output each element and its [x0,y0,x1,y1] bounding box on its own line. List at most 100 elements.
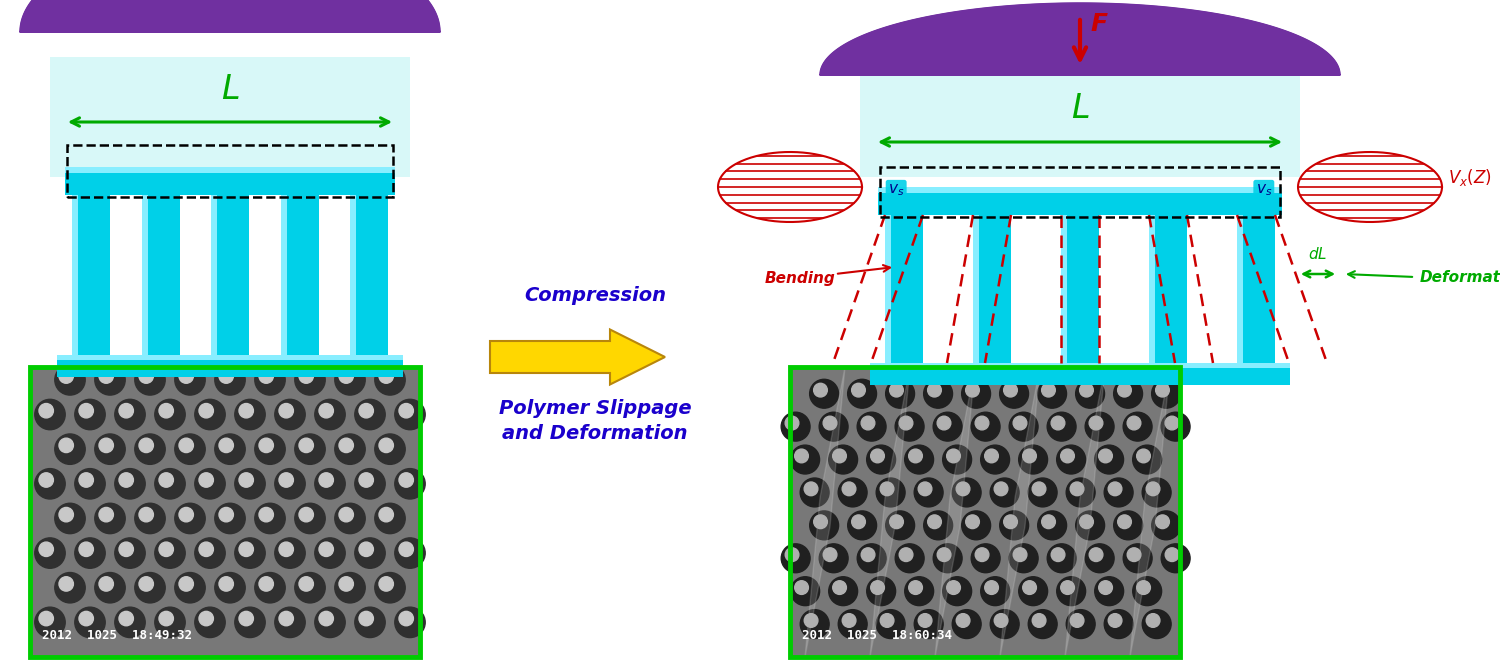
Circle shape [118,612,134,626]
Circle shape [795,449,808,463]
Circle shape [975,416,988,430]
Circle shape [260,438,273,453]
Bar [72,195,110,355]
Circle shape [214,434,244,464]
Circle shape [200,473,213,487]
Circle shape [358,542,374,556]
Circle shape [1066,478,1095,507]
Bar [790,367,1180,657]
Circle shape [236,469,266,499]
Circle shape [1104,478,1132,507]
Circle shape [159,612,174,626]
Circle shape [839,478,867,507]
Circle shape [800,610,830,638]
Circle shape [298,508,314,522]
Circle shape [970,412,1000,441]
Text: Deformation: Deformation [1420,269,1500,285]
Circle shape [847,511,876,540]
Circle shape [39,542,54,556]
Circle shape [339,438,354,453]
Circle shape [1038,380,1066,408]
Bar [1060,215,1066,363]
Circle shape [399,542,414,556]
Circle shape [274,607,304,638]
Circle shape [924,380,952,408]
Circle shape [380,438,393,453]
Circle shape [214,503,244,534]
Circle shape [1010,544,1038,573]
Circle shape [58,508,74,522]
Circle shape [1028,610,1057,638]
Text: $dL$: $dL$ [1308,246,1328,262]
Circle shape [260,508,273,522]
Circle shape [1126,416,1142,430]
Bar [790,367,1180,657]
Circle shape [876,478,904,507]
Circle shape [1010,412,1038,441]
Circle shape [828,577,858,606]
Circle shape [975,548,988,562]
Circle shape [804,614,818,628]
Circle shape [1113,380,1143,408]
Circle shape [810,380,838,408]
Circle shape [1028,478,1057,507]
Circle shape [238,542,254,556]
Circle shape [118,542,134,556]
Circle shape [833,449,846,463]
Circle shape [154,607,184,638]
Bar [878,187,1282,193]
Circle shape [75,607,105,638]
Circle shape [58,369,74,384]
Bar [974,215,1011,363]
Circle shape [195,469,225,499]
Circle shape [140,438,153,453]
Circle shape [867,577,895,606]
Polygon shape [806,367,844,657]
Circle shape [255,503,285,534]
Circle shape [966,384,980,397]
Circle shape [870,581,885,594]
Bar [30,367,420,657]
Circle shape [885,511,915,540]
Circle shape [34,469,64,499]
Bar [64,167,395,173]
Circle shape [819,412,848,441]
Circle shape [1142,478,1172,507]
Circle shape [782,412,810,441]
Circle shape [810,511,838,540]
Circle shape [914,478,944,507]
Circle shape [1098,581,1113,594]
Circle shape [790,577,819,606]
Circle shape [140,577,153,591]
Bar [1149,215,1186,363]
Circle shape [219,438,234,453]
Text: $V_x(Z)$: $V_x(Z)$ [1448,167,1491,187]
Circle shape [238,612,254,626]
Circle shape [839,610,867,638]
Circle shape [1080,515,1094,529]
Circle shape [135,572,165,603]
Circle shape [861,416,874,430]
Circle shape [890,384,903,397]
Bar [68,145,393,197]
Circle shape [320,612,333,626]
Circle shape [876,610,904,638]
Circle shape [154,469,184,499]
Circle shape [356,400,386,430]
Circle shape [394,607,424,638]
Bar [1238,215,1244,363]
Circle shape [394,469,424,499]
Circle shape [296,434,326,464]
Circle shape [1004,384,1017,397]
Circle shape [1056,445,1086,474]
Circle shape [80,612,93,626]
Circle shape [904,577,933,606]
Circle shape [946,449,960,463]
Circle shape [320,404,333,418]
Circle shape [255,572,285,603]
Circle shape [399,612,414,626]
Circle shape [1124,412,1152,441]
Circle shape [178,438,194,453]
Circle shape [1132,445,1161,474]
Bar [974,215,980,363]
